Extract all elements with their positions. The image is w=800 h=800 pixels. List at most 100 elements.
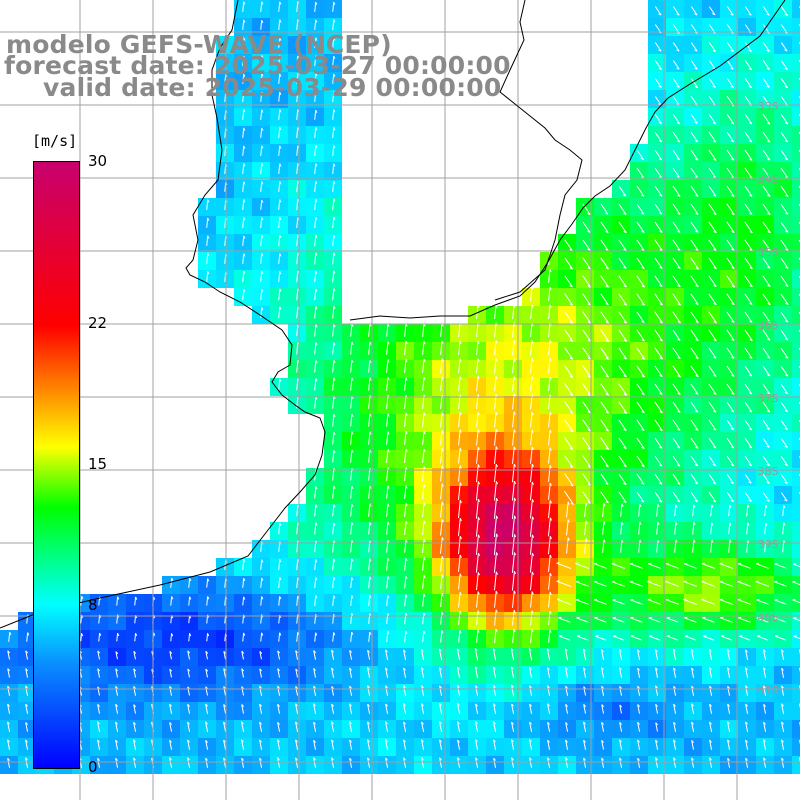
wind-arrow-head bbox=[25, 703, 28, 707]
wind-arrow bbox=[242, 91, 245, 103]
wind-arrow-head bbox=[423, 412, 426, 416]
wind-arrow bbox=[636, 185, 645, 197]
coastline-uruguay-brazil bbox=[349, 0, 786, 321]
wind-arrow-head bbox=[583, 721, 586, 725]
wind-arrow bbox=[314, 577, 317, 589]
wind-arrow bbox=[654, 275, 663, 287]
wind-arrow-head bbox=[475, 703, 478, 707]
wind-arrow-head bbox=[785, 230, 789, 233]
wind-arrow-head bbox=[677, 266, 681, 270]
wind-arrow-head bbox=[25, 757, 28, 761]
wind-arrow bbox=[187, 721, 191, 732]
wind-arrow bbox=[296, 55, 299, 66]
wind-arrow bbox=[223, 739, 227, 750]
wind-arrow-head bbox=[331, 703, 334, 707]
wind-arrow bbox=[493, 571, 497, 591]
wind-arrow-head bbox=[748, 446, 752, 449]
wind-arrow-head bbox=[223, 739, 226, 743]
wind-arrow bbox=[7, 704, 11, 714]
wind-arrow bbox=[709, 685, 713, 696]
wind-arrow bbox=[780, 329, 789, 341]
wind-arrow bbox=[332, 396, 335, 409]
wind-arrow-head bbox=[277, 650, 281, 654]
wind-arrow bbox=[97, 650, 100, 660]
wind-arrow bbox=[690, 293, 699, 305]
wind-arrow bbox=[582, 648, 587, 661]
wind-arrow bbox=[530, 629, 533, 643]
wind-arrow bbox=[764, 523, 767, 535]
wind-arrow bbox=[314, 163, 317, 175]
wind-arrow bbox=[548, 629, 551, 643]
wind-arrow-head bbox=[693, 539, 696, 543]
wind-arrow-head bbox=[587, 447, 592, 450]
wind-arrow bbox=[618, 365, 627, 378]
wind-arrow bbox=[206, 217, 209, 228]
wind-arrow-head bbox=[767, 194, 771, 197]
wind-arrow bbox=[493, 739, 497, 751]
wind-arrow-head bbox=[385, 721, 388, 725]
wind-arrow bbox=[727, 686, 731, 696]
wind-arrow-head bbox=[677, 428, 681, 431]
wind-arrow bbox=[512, 376, 515, 392]
wind-arrow-head bbox=[730, 140, 734, 143]
wind-arrow-head bbox=[781, 685, 784, 689]
wind-arrow-head bbox=[243, 217, 246, 221]
wind-cell bbox=[792, 702, 800, 720]
wind-arrow-head bbox=[27, 632, 30, 636]
wind-arrow-head bbox=[730, 464, 734, 467]
wind-arrow-head bbox=[403, 703, 406, 707]
wind-arrow-head bbox=[781, 757, 784, 761]
wind-arrow bbox=[260, 559, 263, 570]
wind-arrow bbox=[385, 685, 389, 696]
wind-arrow bbox=[780, 77, 789, 89]
wind-arrow bbox=[727, 758, 731, 768]
wind-arrow-head bbox=[767, 122, 771, 125]
wind-arrow bbox=[386, 485, 389, 499]
wind-arrow-head bbox=[457, 721, 460, 725]
wind-arrow bbox=[636, 455, 645, 468]
wind-arrow bbox=[350, 359, 353, 373]
wind-arrow bbox=[332, 235, 335, 247]
wind-arrow-head bbox=[731, 194, 735, 197]
wind-arrow-head bbox=[295, 703, 298, 707]
wind-arrow-head bbox=[712, 446, 717, 449]
wind-arrow-head bbox=[659, 230, 663, 234]
wind-arrow-head bbox=[691, 740, 694, 743]
wind-arrow bbox=[475, 757, 479, 768]
wind-arrow-head bbox=[441, 358, 444, 362]
wind-arrow-head bbox=[640, 157, 644, 161]
wind-arrow bbox=[702, 617, 715, 623]
wind-cell bbox=[792, 342, 800, 360]
wind-cell bbox=[792, 252, 800, 270]
wind-arrow-head bbox=[583, 757, 586, 761]
wind-arrow-head bbox=[748, 85, 752, 89]
wind-arrow bbox=[656, 522, 659, 535]
wind-arrow-head bbox=[295, 668, 299, 672]
wind-arrow-head bbox=[623, 393, 627, 396]
wind-cell bbox=[792, 684, 800, 702]
wind-arrow bbox=[564, 667, 569, 679]
wind-arrow bbox=[277, 739, 281, 751]
wind-arrow-head bbox=[457, 757, 460, 761]
wind-arrow bbox=[494, 429, 497, 446]
wind-arrow bbox=[691, 757, 695, 768]
wind-arrow-head bbox=[493, 757, 496, 761]
wind-arrow bbox=[566, 501, 569, 518]
wind-arrow bbox=[314, 324, 317, 337]
wind-arrow bbox=[600, 437, 610, 450]
wind-arrow-head bbox=[549, 304, 552, 308]
wind-arrow-head bbox=[457, 685, 460, 689]
wind-arrow-head bbox=[369, 503, 372, 507]
wind-arrow bbox=[25, 668, 29, 678]
wind-arrow-head bbox=[745, 649, 748, 653]
wind-arrow-head bbox=[333, 216, 336, 220]
wind-arrow bbox=[296, 360, 299, 373]
wind-arrow-head bbox=[605, 429, 609, 432]
wind-arrow-head bbox=[315, 55, 318, 59]
wind-arrow-head bbox=[641, 194, 645, 197]
wind-arrow bbox=[386, 576, 389, 589]
wind-arrow-head bbox=[659, 339, 663, 342]
wind-arrow bbox=[458, 340, 461, 356]
wind-arrow bbox=[620, 503, 623, 517]
